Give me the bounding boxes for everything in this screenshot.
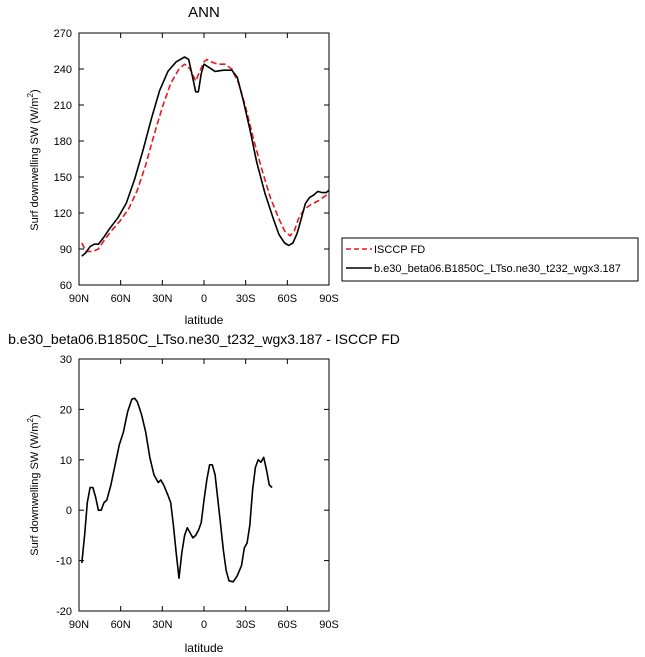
bottom-y-tick-label: -10 bbox=[56, 556, 72, 568]
top-y-tick-label: 270 bbox=[54, 28, 72, 40]
legend-box bbox=[341, 237, 639, 282]
bottom-y-tick-label: 0 bbox=[66, 505, 72, 517]
bottom-y-axis-label-main: Surf downwelling SW (W/m bbox=[29, 422, 41, 555]
top-plot-frame bbox=[78, 32, 330, 286]
top-series-line-1 bbox=[81, 56, 330, 257]
top-y-tick-label: 180 bbox=[54, 136, 72, 148]
bottom-y-axis-label: Surf downwelling SW (W/m2) bbox=[26, 414, 41, 555]
top-y-tick-label: 60 bbox=[60, 280, 72, 292]
bottom-x-axis-label: latitude bbox=[185, 641, 224, 655]
top-chart-title: ANN bbox=[188, 4, 220, 21]
top-y-tick-label: 120 bbox=[54, 208, 72, 220]
top-x-tick-label: 90S bbox=[319, 293, 339, 305]
bottom-y-tick-label: 30 bbox=[60, 354, 72, 366]
top-y-axis-label-main: Surf downwelling SW (W/m bbox=[29, 97, 41, 230]
bottom-x-tick-label: 90S bbox=[319, 619, 339, 631]
top-x-tick-label: 60N bbox=[111, 293, 131, 305]
bottom-axis-ticks: 90N 60N 30N 0 30S 60S 90S -20 -10 0 10 20 30 bbox=[56, 354, 339, 631]
top-series-lines bbox=[81, 56, 330, 257]
bottom-x-tick-label: 30S bbox=[236, 619, 256, 631]
legend-label-isccp: ISCCP FD bbox=[374, 244, 425, 256]
legend: ISCCP FD b.e30_beta06.B1850C_LTso.ne30_t… bbox=[341, 237, 639, 282]
bottom-panel: b.e30_beta06.B1850C_LTso.ne30_t232_wgx3.… bbox=[8, 331, 400, 655]
bottom-chart-title: b.e30_beta06.B1850C_LTso.ne30_t232_wgx3.… bbox=[8, 331, 400, 347]
top-series-line-0 bbox=[81, 58, 330, 253]
top-y-tick-label: 90 bbox=[60, 244, 72, 256]
bottom-x-tick-label: 90N bbox=[69, 619, 89, 631]
legend-label-model: b.e30_beta06.B1850C_LTso.ne30_t232_wgx3.… bbox=[374, 263, 621, 275]
bottom-x-tick-label: 60N bbox=[111, 619, 131, 631]
bottom-plot-frame bbox=[78, 358, 330, 612]
bottom-y-tick-label: 10 bbox=[60, 455, 72, 467]
top-x-tick-label: 60S bbox=[278, 293, 298, 305]
bottom-x-tick-label: 0 bbox=[201, 619, 207, 631]
top-x-tick-label: 90N bbox=[69, 293, 89, 305]
bottom-series-lines bbox=[81, 397, 273, 583]
top-y-axis-label-tail: ) bbox=[29, 89, 41, 93]
bottom-y-axis-label-sup: 2 bbox=[26, 417, 35, 422]
bottom-y-tick-label: 20 bbox=[60, 404, 72, 416]
top-y-axis-label: Surf downwelling SW (W/m2) bbox=[26, 89, 41, 230]
bottom-y-axis-label-tail: ) bbox=[29, 414, 41, 418]
top-y-axis-label-sup: 2 bbox=[26, 92, 35, 97]
bottom-series-line-0 bbox=[81, 397, 273, 583]
bottom-x-tick-label: 60S bbox=[278, 619, 298, 631]
top-x-tick-label: 30S bbox=[236, 293, 256, 305]
top-y-tick-label: 150 bbox=[54, 172, 72, 184]
top-x-tick-label: 30N bbox=[152, 293, 172, 305]
bottom-x-tick-label: 30N bbox=[152, 619, 172, 631]
top-axis-ticks: 90N 60N 30N 0 30S 60S 90S 60 90 120 150 180 210 240 27… bbox=[54, 28, 339, 305]
top-y-tick-label: 210 bbox=[54, 100, 72, 112]
top-panel: ANN latitude Surf downwelling SW (W/m2) … bbox=[26, 4, 339, 327]
top-x-tick-label: 0 bbox=[201, 293, 207, 305]
bottom-y-tick-label: -20 bbox=[56, 606, 72, 618]
top-x-axis-label: latitude bbox=[185, 313, 224, 327]
top-y-tick-label: 240 bbox=[54, 64, 72, 76]
